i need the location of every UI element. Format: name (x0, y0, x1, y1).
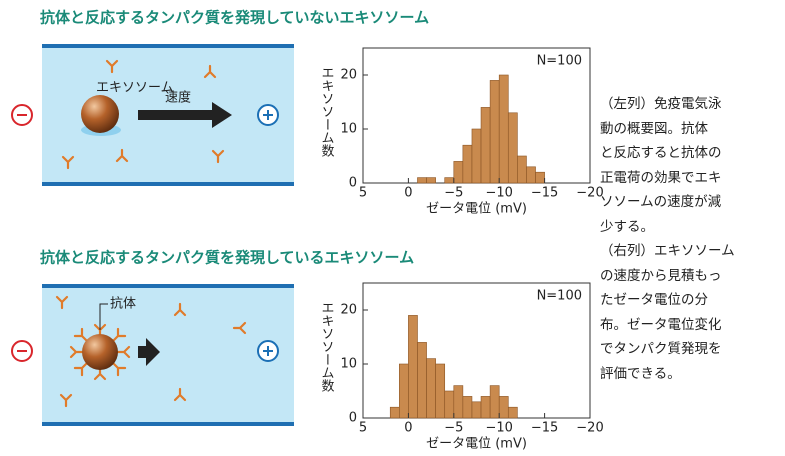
x-axis-label: ゼータ電位 (mV) (426, 202, 527, 217)
bar (454, 386, 463, 418)
exosome-label: エキソソーム (96, 81, 174, 96)
page: エキソソーム 速度 抗体 抗体と反応するタンパク質を発現していないエキソソーム 0… (0, 0, 785, 456)
antibody-label: 抗体 (110, 297, 136, 312)
bar (399, 364, 408, 418)
bar (472, 402, 481, 418)
bar (427, 178, 436, 183)
bar (445, 178, 454, 183)
caption-line: 布。ゼータ電位変化 (600, 313, 735, 338)
caption-line: の速度から見積もっ (600, 264, 735, 289)
bar (427, 359, 436, 418)
bar (417, 342, 426, 418)
bar (481, 396, 490, 418)
y-tick-label: 10 (340, 122, 357, 137)
caption-line: （左列）免疫電気泳 (600, 92, 735, 117)
y-axis-label: エキソソーム数 (319, 66, 335, 157)
y-tick-label: 20 (340, 303, 357, 318)
caption-line: たゼータ電位の分 (600, 288, 735, 313)
y-tick-label: 0 (349, 411, 357, 426)
bar (490, 80, 499, 183)
bar (526, 167, 535, 183)
velocity-label: 速度 (165, 90, 191, 106)
bar (463, 396, 472, 418)
bar (436, 364, 445, 418)
annotation: N=100 (537, 289, 582, 304)
x-tick-label: −10 (485, 186, 512, 201)
y-axis-label: エキソソーム数 (319, 301, 335, 392)
x-tick-label: −10 (485, 421, 512, 436)
caption-line: 正電荷の効果でエキ (600, 166, 735, 191)
bar (490, 386, 499, 418)
bar (454, 161, 463, 183)
y-tick-label: 20 (340, 68, 357, 83)
bar (508, 407, 517, 418)
bar (508, 113, 517, 183)
caption-line: でタンパク質発現を (600, 337, 735, 362)
bar (408, 315, 417, 418)
bar (517, 156, 526, 183)
caption-line: （右列）エキソソーム (600, 239, 735, 264)
x-tick-label: 0 (404, 421, 412, 436)
y-tick-label: 10 (340, 357, 357, 372)
bar (499, 396, 508, 418)
bar (499, 75, 508, 183)
x-tick-label: 0 (404, 186, 412, 201)
caption-line: 動の概要図。抗体 (600, 117, 735, 142)
bar (445, 391, 454, 418)
caption: （左列）免疫電気泳動の概要図。抗体と反応すると抗体の正電荷の効果でエキソソームの… (600, 92, 735, 386)
diagram-bottom: 抗体 (12, 284, 294, 426)
x-tick-label: −15 (531, 186, 558, 201)
x-tick-label: 5 (359, 186, 367, 201)
bar (472, 129, 481, 183)
caption-line: 評価できる。 (600, 362, 735, 387)
bar (417, 178, 426, 183)
x-tick-label: −5 (444, 186, 463, 201)
x-axis-label: ゼータ電位 (mV) (426, 437, 527, 452)
x-tick-label: −15 (531, 421, 558, 436)
caption-line: と反応すると抗体の (600, 141, 735, 166)
x-tick-label: −5 (444, 421, 463, 436)
bar (390, 407, 399, 418)
x-tick-label: −20 (576, 421, 603, 436)
bar (481, 107, 490, 183)
x-tick-label: 5 (359, 421, 367, 436)
bar (463, 145, 472, 183)
caption-line: 少する。 (600, 215, 735, 240)
annotation: N=100 (537, 54, 582, 69)
panel-title: 抗体と反応するタンパク質を発現していないエキソソーム (40, 9, 429, 27)
caption-line: ソソームの速度が減 (600, 190, 735, 215)
panel-title: 抗体と反応するタンパク質を発現しているエキソソーム (40, 249, 414, 267)
y-tick-label: 0 (349, 176, 357, 191)
diagram-top: エキソソーム 速度 (12, 44, 294, 186)
bar (536, 172, 545, 183)
